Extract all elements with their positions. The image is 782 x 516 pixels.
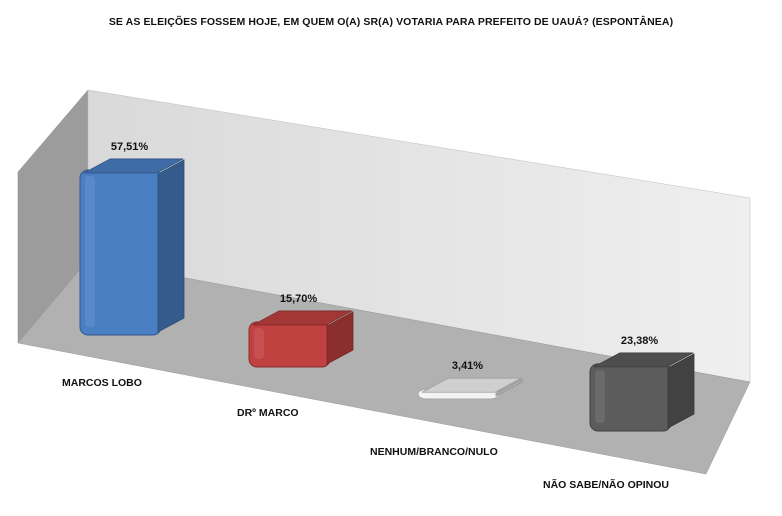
bar-2 [248,310,354,368]
bar-top-face [252,310,353,326]
data-label: 3,41% [452,360,483,372]
chart-title: SE AS ELEIÇÕES FOSSEM HOJE, EM QUEM O(A)… [108,16,674,28]
bar-3 [417,377,523,400]
bar-highlight [254,327,264,359]
category-label: MARCOS LOBO [62,377,142,389]
data-label: 23,38% [621,335,659,347]
bar-1 [79,158,185,336]
bar-top-face [593,352,694,368]
chart-floor [17,259,751,475]
bar-4 [589,352,695,432]
category-label: NÃO SABE/NÃO OPINOU [543,478,669,491]
category-label: NENHUM/BRANCO/NULO [370,446,498,458]
bar-side-face [157,159,185,333]
bar-highlight [85,175,95,327]
bar-side-face [326,311,354,365]
data-label: 57,51% [111,141,149,153]
bar-side-face [495,378,523,397]
bar-highlight [595,369,605,423]
bar-top-face [83,158,184,174]
data-label: 15,70% [280,293,318,305]
bar-side-face [667,353,695,429]
bar-top-face [421,377,522,393]
bar-highlight [423,395,433,397]
category-label: DRº MARCO [237,407,299,419]
